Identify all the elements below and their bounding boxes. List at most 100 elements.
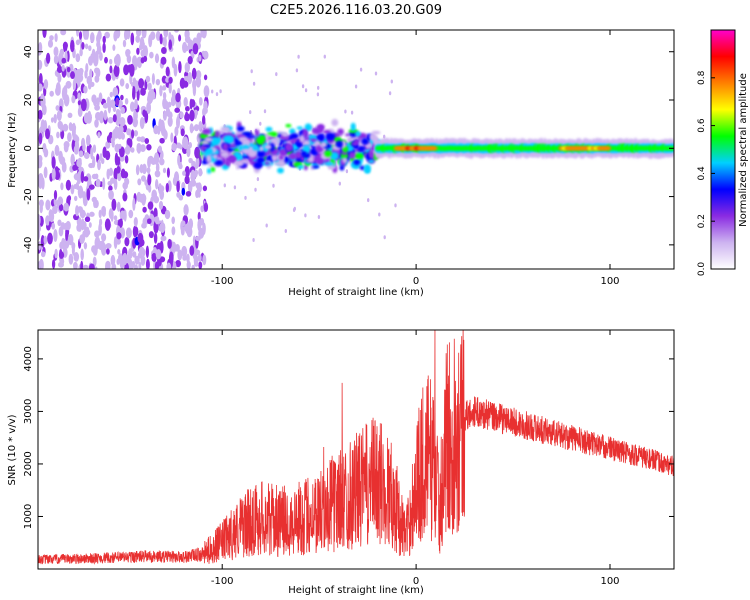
heatmap-cell	[184, 175, 190, 185]
heatmap-cell	[38, 73, 43, 86]
heatmap-cell	[96, 97, 100, 107]
heatmap-cell	[80, 218, 85, 231]
heatmap-cell	[59, 257, 65, 265]
heatmap-cell	[282, 132, 288, 137]
heatmap-cell	[116, 258, 120, 265]
heatmap-cell	[354, 139, 360, 145]
heatmap-cell	[124, 155, 129, 164]
heatmap-cell	[115, 108, 120, 116]
heatmap-cell	[94, 230, 100, 238]
heatmap-cell	[45, 199, 51, 211]
heatmap-cell	[43, 79, 49, 90]
heatmap-cell	[348, 151, 356, 159]
heatmap-cell	[145, 75, 151, 83]
heatmap-cell	[136, 136, 142, 142]
heatmap-cell	[153, 152, 160, 165]
heatmap-cell	[125, 82, 130, 90]
heatmap-cell	[59, 156, 66, 165]
heatmap-cell	[190, 99, 196, 108]
heatmap-cell	[59, 121, 64, 132]
heatmap-cell	[57, 199, 62, 206]
heatmap-cell	[272, 183, 275, 188]
heatmap-cell	[122, 181, 128, 190]
heatmap-cell	[297, 165, 304, 170]
heatmap-cell	[153, 195, 160, 204]
heatmap-cell	[128, 138, 133, 148]
heatmap-cell	[52, 205, 58, 215]
heatmap-cell	[140, 175, 147, 182]
heatmap-cell	[137, 232, 144, 244]
heatmap-cell	[182, 136, 189, 150]
heatmap-cell	[145, 258, 150, 269]
heatmap-cell	[256, 177, 260, 182]
heatmap-cell	[202, 222, 206, 235]
heatmap-cell	[70, 39, 75, 53]
heatmap-cell	[345, 169, 349, 174]
heatmap-cell	[130, 32, 135, 46]
heatmap-cell	[144, 137, 150, 145]
heatmap-cell	[200, 145, 209, 151]
heatmap-cell	[198, 54, 202, 62]
heatmap-cell	[223, 135, 233, 143]
heatmap-cell	[104, 218, 111, 231]
heatmap-cell	[132, 85, 136, 95]
heatmap-cell	[138, 261, 142, 269]
heatmap-cell	[47, 39, 54, 48]
heatmap-cell	[72, 78, 77, 91]
heatmap-cell	[189, 245, 195, 256]
heatmap-cell	[67, 132, 72, 143]
heatmap-cell	[353, 153, 364, 160]
colorbar-gradient	[710, 29, 736, 270]
heatmap-cell	[116, 165, 121, 174]
heatmap-cell	[80, 211, 86, 218]
heatmap-cell	[53, 190, 58, 200]
heatmap-cell	[117, 249, 121, 255]
heatmap-cell	[45, 128, 50, 140]
heatmap-cell	[89, 81, 95, 88]
heatmap-cell	[174, 107, 181, 113]
heatmap-cell	[174, 126, 179, 137]
heatmap-cell	[160, 56, 167, 65]
spectrogram-frame	[37, 29, 675, 270]
heatmap-cell	[323, 54, 326, 59]
heatmap-cell	[90, 146, 94, 160]
colorbar-label: Normalized spectral amplitude	[738, 73, 749, 227]
heatmap-cell	[131, 260, 136, 269]
heatmap-cell	[38, 158, 43, 169]
heatmap-cell	[142, 109, 147, 117]
heatmap-cell	[187, 39, 194, 50]
heatmap-cell	[105, 73, 112, 82]
heatmap-cell	[84, 43, 89, 50]
heatmap-cell	[320, 141, 327, 148]
heatmap-cell	[43, 148, 49, 158]
heatmap-cell	[155, 78, 161, 86]
heatmap-cell	[137, 147, 141, 154]
heatmap-cell	[185, 105, 190, 112]
heatmap-cell	[67, 233, 74, 246]
heatmap-cell	[51, 167, 56, 181]
heatmap-cell	[214, 130, 220, 138]
heatmap-cell	[178, 61, 182, 74]
heatmap-cell	[118, 143, 122, 149]
heatmap-cell	[83, 30, 88, 40]
heatmap-cell	[200, 205, 205, 213]
heatmap-cell	[104, 31, 110, 39]
heatmap-cell	[129, 63, 135, 76]
heatmap-cell	[111, 139, 115, 148]
heatmap-cell	[92, 144, 97, 153]
heatmap-cell	[154, 216, 160, 225]
heatmap-cell	[147, 82, 152, 91]
heatmap-cell	[51, 259, 56, 269]
heatmap-cell	[154, 170, 161, 178]
heatmap-cell	[96, 41, 101, 48]
heatmap-cell	[106, 168, 110, 180]
heatmap-cell	[159, 240, 164, 254]
heatmap-cell	[137, 178, 142, 186]
heatmap-cell	[145, 245, 149, 258]
heatmap-cell	[88, 45, 92, 51]
heatmap-cell	[378, 212, 381, 217]
y-tick-label: -20	[23, 188, 34, 204]
heatmap-cell	[193, 163, 199, 169]
heatmap-cell	[105, 260, 111, 269]
heatmap-cell	[279, 134, 290, 141]
